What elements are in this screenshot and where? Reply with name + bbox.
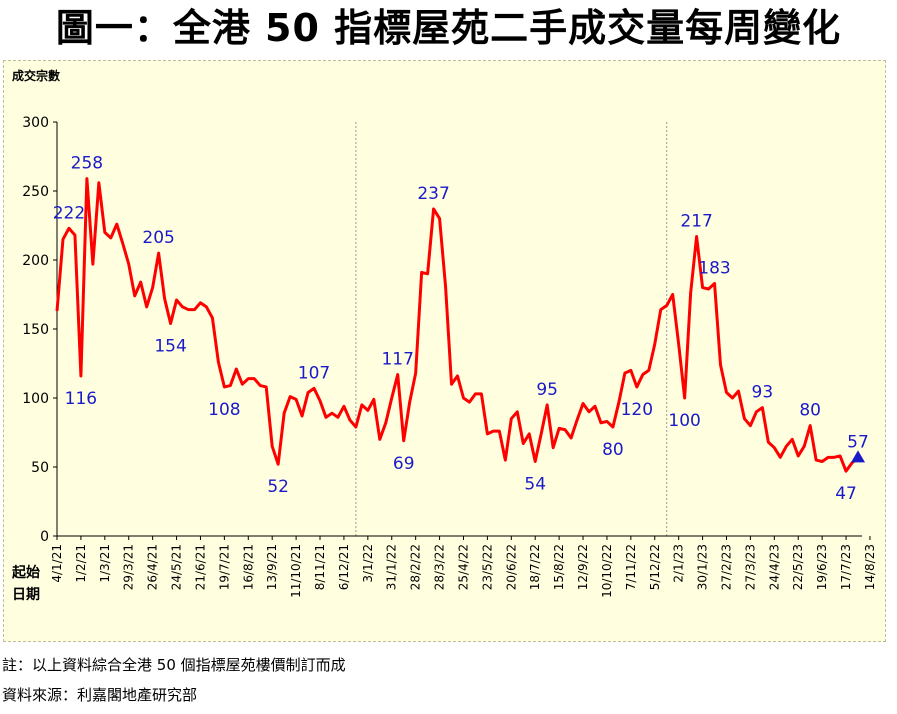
data-label: 237 <box>417 184 449 204</box>
x-tick-label: 29/3/21 <box>122 544 136 590</box>
y-tick-label: 0 <box>40 529 49 545</box>
y-axis-label: 成交宗數 <box>12 68 60 83</box>
data-label: 117 <box>381 350 413 370</box>
chart-area <box>3 60 886 642</box>
end-marker <box>851 450 865 463</box>
data-label: 54 <box>524 474 546 494</box>
page-title: 圖一：全港 50 指標屋苑二手成交量每周變化 <box>55 6 842 50</box>
x-tick-label: 27/2/23 <box>719 544 733 590</box>
x-tick-label: 27/3/23 <box>743 544 757 590</box>
x-tick-label: 8/11/21 <box>313 544 327 590</box>
data-label: 80 <box>799 401 821 421</box>
x-tick-label: 12/9/22 <box>576 544 590 590</box>
x-tick-label: 22/5/23 <box>791 544 805 590</box>
y-tick-label: 300 <box>22 115 49 131</box>
chart-labels: 222 116 258 205 154 108 52 107 117 69 237 54 95 80 120… <box>53 154 869 505</box>
chart-note: 註：以上資料綜合全港 50 個指標屋苑樓價制訂而成 <box>2 656 346 674</box>
x-tick-label: 28/3/22 <box>433 544 447 590</box>
x-tick-label: 28/2/22 <box>409 544 423 590</box>
data-label: 95 <box>536 380 558 400</box>
data-label: 100 <box>668 411 700 431</box>
data-label: 69 <box>393 454 415 474</box>
x-tick-label: 7/11/22 <box>624 544 638 590</box>
x-tick-label: 2/1/23 <box>672 544 686 583</box>
x-axis-label: 日期 <box>12 587 40 603</box>
x-tick-label: 19/7/21 <box>217 544 231 590</box>
x-tick-label: 16/8/21 <box>241 544 255 590</box>
series-line <box>55 177 860 473</box>
x-tick-label: 18/7/22 <box>528 544 542 590</box>
data-label: 217 <box>680 212 712 232</box>
data-label: 258 <box>71 154 103 174</box>
x-tick-label: 1/3/21 <box>98 544 112 583</box>
x-tick-label: 30/1/23 <box>696 544 710 590</box>
chart-axes: 成交宗數 0 50 100 150 200 250 300 4/1/21 1/2/21 1/3/21… <box>11 68 877 603</box>
data-label: 108 <box>208 400 240 420</box>
x-tick-label: 4/1/21 <box>50 544 64 583</box>
chart-grid <box>355 122 668 536</box>
x-tick-label: 21/6/21 <box>193 544 207 590</box>
x-tick-label: 26/4/21 <box>146 544 160 590</box>
x-tick-label: 3/1/22 <box>361 544 375 583</box>
x-tick-label: 19/6/23 <box>815 544 829 590</box>
x-tick-label: 13/9/21 <box>265 544 279 590</box>
x-tick-label: 25/4/22 <box>456 544 470 590</box>
chart-series <box>55 177 865 473</box>
x-tick-label: 17/7/23 <box>839 544 853 590</box>
data-label: 52 <box>267 477 289 497</box>
data-label: 205 <box>142 228 174 248</box>
x-tick-label: 24/5/21 <box>170 544 184 590</box>
y-tick-label: 100 <box>22 391 49 407</box>
data-label: 222 <box>53 203 85 223</box>
x-tick-label: 6/12/21 <box>337 544 351 590</box>
data-label: 107 <box>298 363 330 383</box>
y-tick-label: 50 <box>31 460 49 476</box>
data-label: 47 <box>835 484 857 504</box>
x-tick-label: 14/8/23 <box>863 544 877 590</box>
x-tick-label: 1/2/21 <box>74 544 88 583</box>
x-tick-label: 23/5/22 <box>480 544 494 590</box>
x-tick-label: 10/10/22 <box>600 544 614 598</box>
x-tick-label: 5/12/22 <box>648 544 662 590</box>
data-label: 183 <box>698 258 730 278</box>
data-label: 57 <box>847 432 869 452</box>
x-tick-label: 20/6/22 <box>504 544 518 590</box>
data-label: 120 <box>621 400 653 420</box>
y-tick-label: 200 <box>22 253 49 269</box>
x-tick-label: 31/1/22 <box>385 544 399 590</box>
x-axis-label: 起始 <box>11 564 40 581</box>
data-label: 116 <box>65 389 97 409</box>
data-label: 80 <box>602 440 624 460</box>
y-tick-label: 150 <box>22 322 49 338</box>
x-tick-label: 24/4/23 <box>767 544 781 590</box>
chart-source: 資料來源：利嘉閣地產研究部 <box>2 686 198 704</box>
data-label: 93 <box>752 383 774 403</box>
x-tick-label: 15/8/22 <box>552 544 566 590</box>
y-tick-label: 250 <box>22 184 49 200</box>
data-label: 154 <box>154 336 186 356</box>
x-tick-label: 11/10/21 <box>289 544 303 598</box>
